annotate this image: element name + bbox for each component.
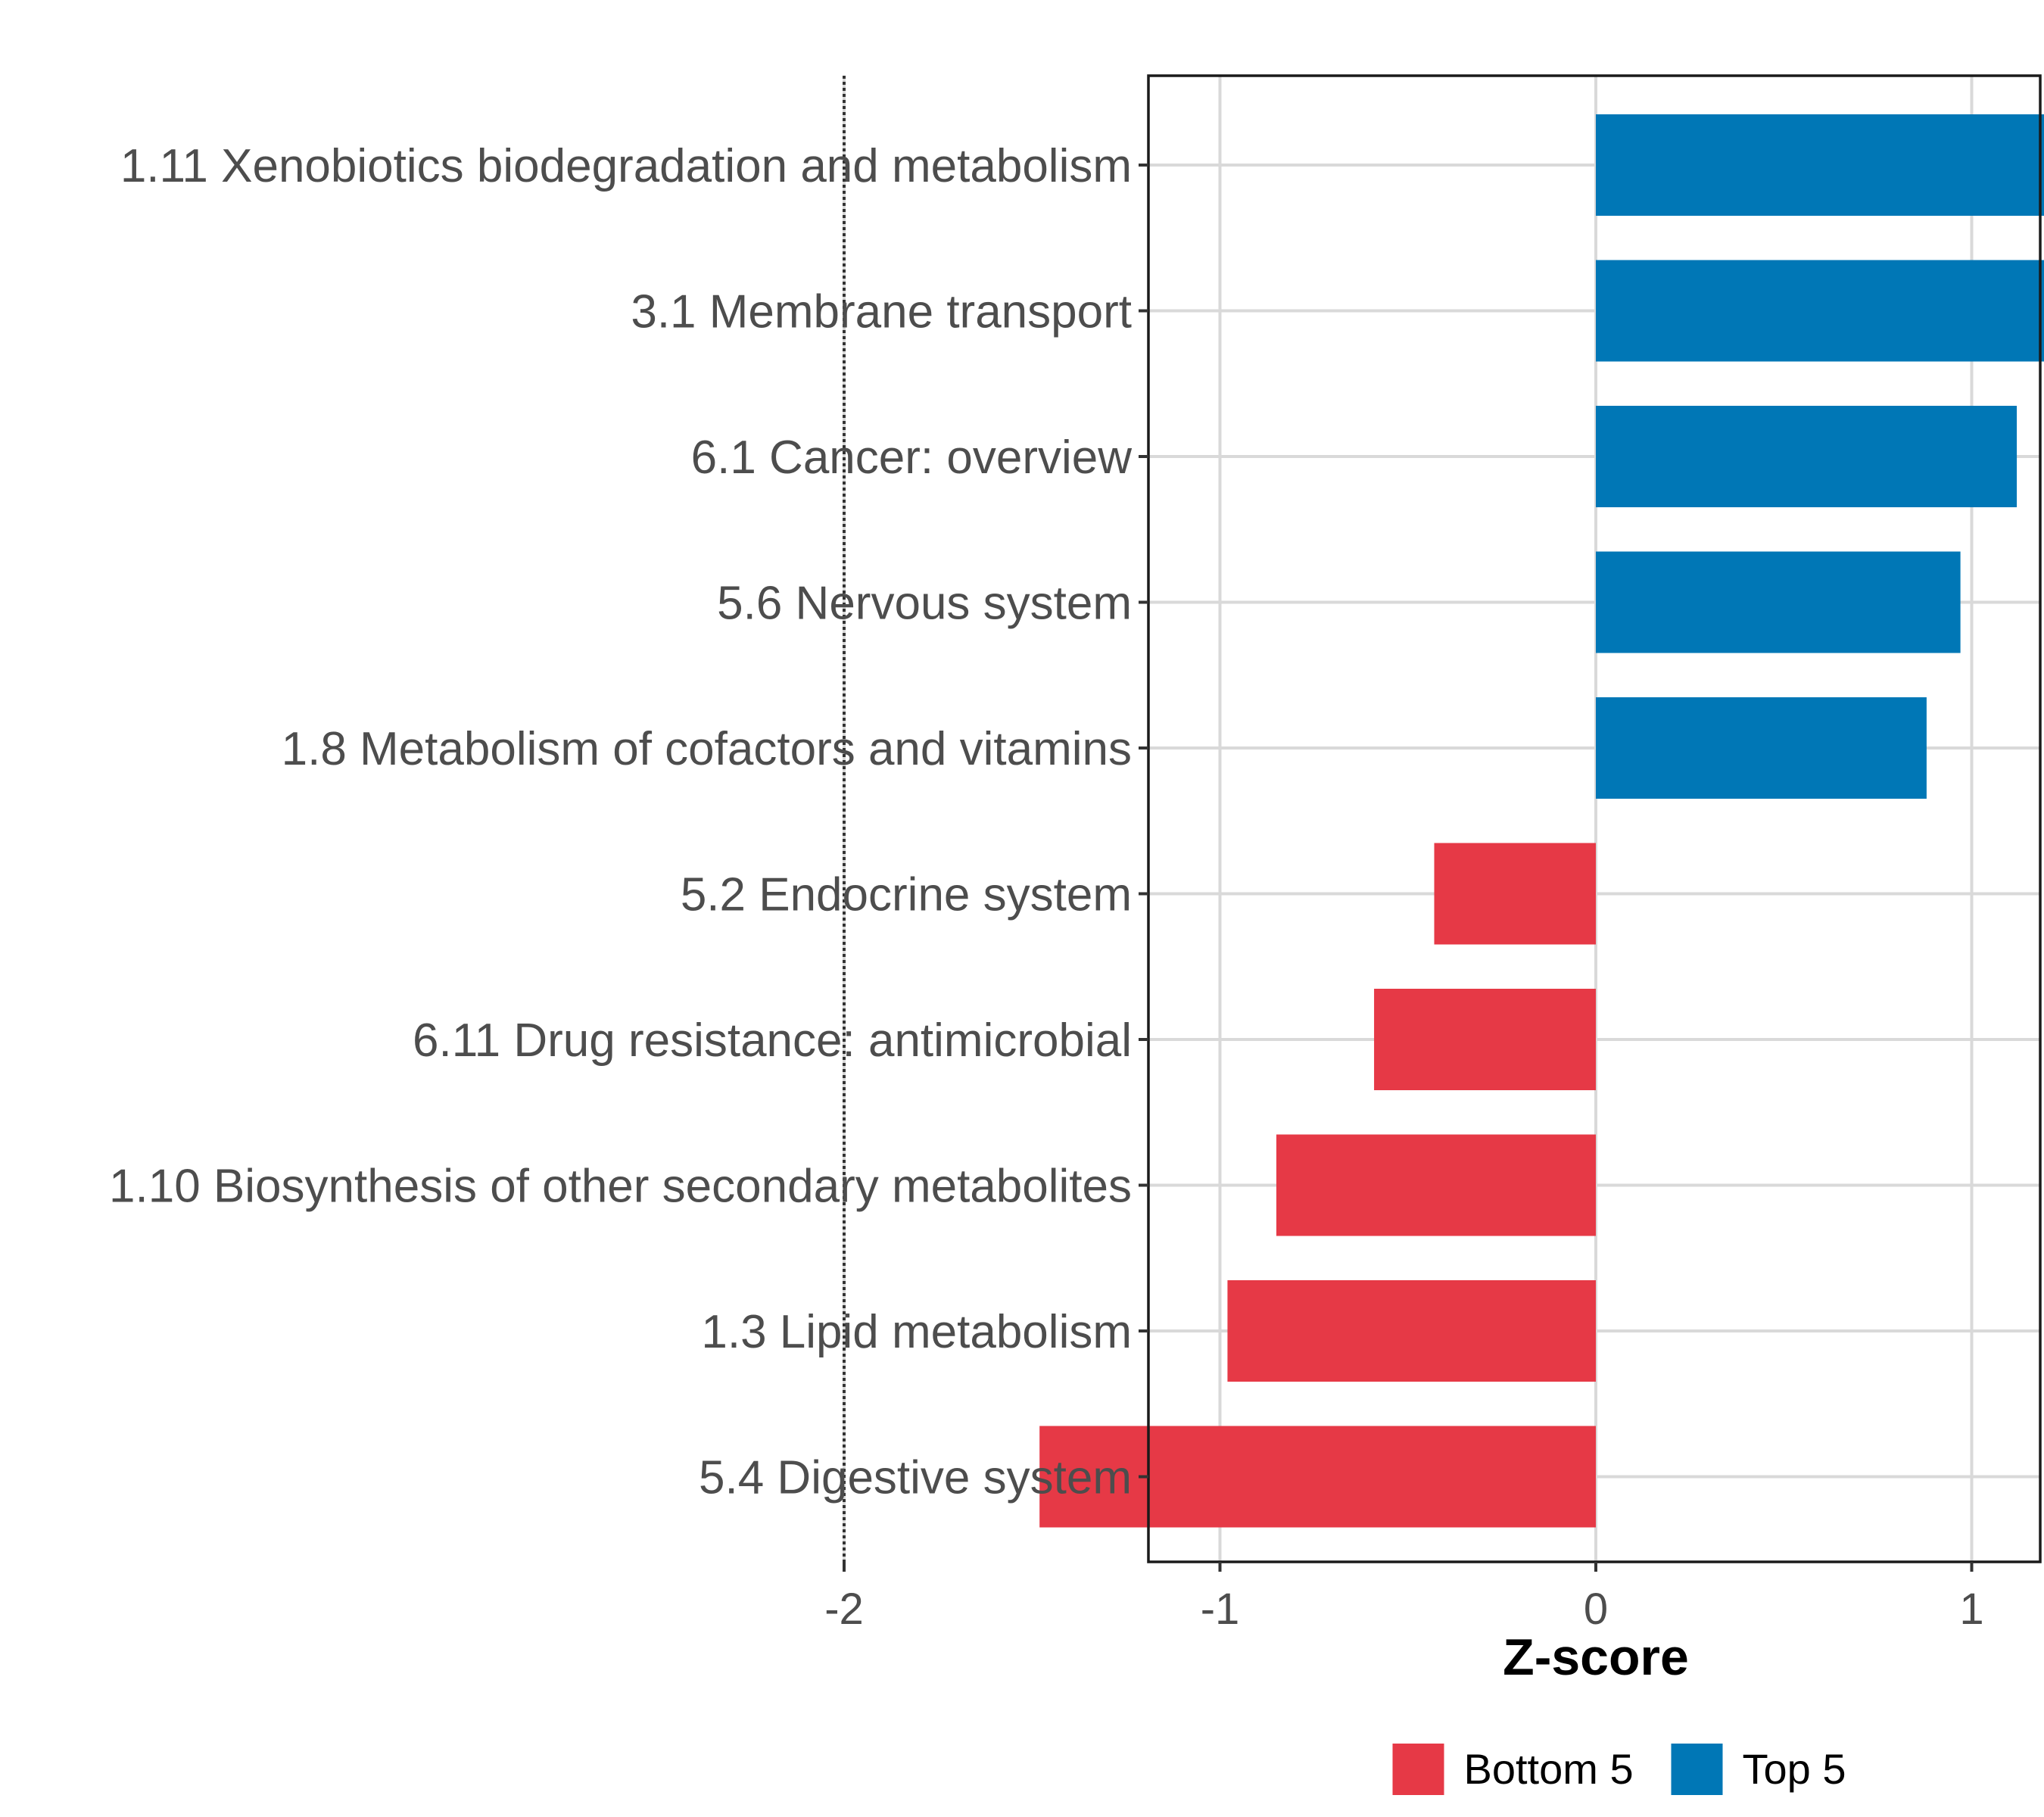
legend: Bottom 5 Top 5 <box>1392 1744 1846 1795</box>
bar-6 <box>1434 843 1596 945</box>
x-axis: -2-1012 <box>824 1562 1984 1634</box>
x-tick-label: 0 <box>1584 1585 1608 1634</box>
bar-4 <box>1596 551 1961 653</box>
x-tick-label: -1 <box>1201 1585 1240 1634</box>
y-tick-label: 5.6 Nervous system <box>717 578 1132 630</box>
x-tick-label: 1 <box>1959 1585 1983 1634</box>
x-axis-title: Z-score <box>1503 1628 1689 1686</box>
y-tick-label: 5.2 Endocrine system <box>681 869 1132 921</box>
bars <box>1039 114 2044 1528</box>
y-tick-label: 1.3 Lipid metabolism <box>701 1306 1132 1358</box>
legend-swatch <box>1392 1744 1444 1795</box>
bar-1 <box>1596 114 2044 216</box>
y-tick-label: 1.11 Xenobiotics biodegradation and meta… <box>120 140 1132 192</box>
y-tick-label: 1.10 Biosynthesis of other secondary met… <box>109 1161 1132 1213</box>
legend-label: Top 5 <box>1743 1745 1846 1793</box>
y-axis: 1.11 Xenobiotics biodegradation and meta… <box>109 140 1148 1504</box>
bar-10 <box>1039 1426 1596 1528</box>
bar-9 <box>1227 1280 1596 1382</box>
y-tick-label: 1.8 Metabolism of cofactors and vitamins <box>282 723 1132 775</box>
y-tick-label: 3.1 Membrane transport <box>631 286 1132 338</box>
legend-swatch <box>1671 1744 1723 1795</box>
y-tick-label: 5.4 Digestive system <box>699 1452 1132 1504</box>
bar-3 <box>1596 406 2018 507</box>
bar-5 <box>1596 697 1927 799</box>
y-tick-label: 6.1 Cancer: overview <box>691 432 1133 484</box>
bar-8 <box>1276 1134 1596 1236</box>
legend-label: Bottom 5 <box>1464 1745 1634 1793</box>
bar-2 <box>1596 260 2044 362</box>
x-tick-label: -2 <box>824 1585 864 1634</box>
y-tick-label: 6.11 Drug resistance: antimicrobial <box>413 1014 1132 1067</box>
reference-lines <box>843 76 846 1562</box>
bar-7 <box>1374 989 1596 1090</box>
